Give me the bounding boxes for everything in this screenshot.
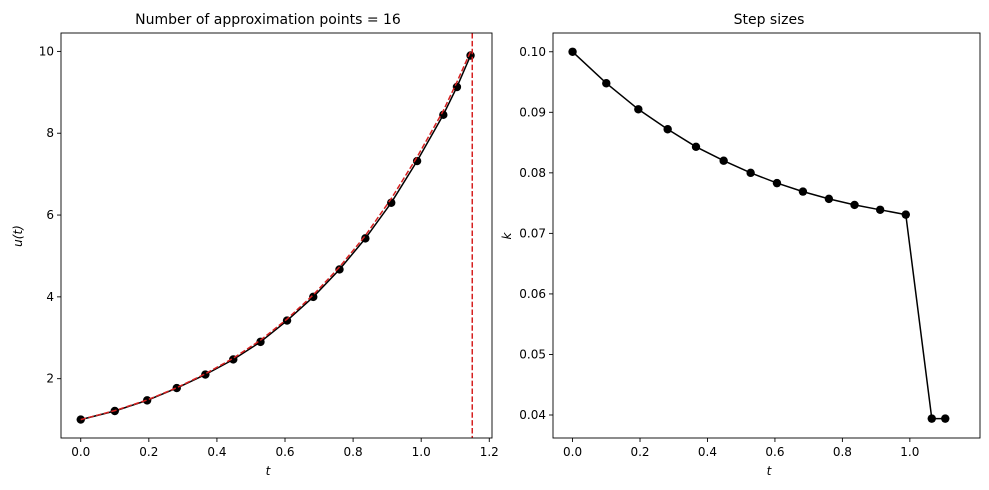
chart-left-x-ticks: 0.0 0.2 0.4 0.6 0.8 1.0 1.2 <box>71 438 499 459</box>
chart-left-data-point <box>439 110 448 120</box>
chart-left-y-tick-label: 4 <box>46 290 54 304</box>
chart-left-x-tick-label: 1.2 <box>480 445 499 459</box>
chart-right: Step sizes 0.0 0.2 0.4 0.6 0.8 1.0 0.040.050.… <box>500 12 981 478</box>
chart-left-x-tick-label: 1.0 <box>412 445 431 459</box>
chart-right-x-tick-label: 0.8 <box>833 445 852 459</box>
chart-left-x-tick-label: 0.0 <box>71 445 90 459</box>
chart-left-data-point <box>361 234 370 243</box>
chart-right-x-ticks: 0.0 0.2 0.4 0.6 0.8 1.0 <box>563 438 919 459</box>
chart-right-x-tick-label: 1.0 <box>900 445 919 459</box>
chart-left-exact-solution-line <box>80 51 472 421</box>
chart-right-data-point <box>663 125 672 134</box>
chart-left-x-tick-label: 0.2 <box>139 445 158 459</box>
chart-right-frame <box>552 32 981 439</box>
chart-left-x-tick-label: 0.8 <box>344 445 363 459</box>
chart-left-frame <box>60 32 493 439</box>
chart-right-title: Step sizes <box>734 12 805 28</box>
chart-right-x-tick-label: 0.0 <box>563 445 582 459</box>
chart-right-data-point <box>927 414 936 423</box>
chart-right-data-point <box>634 105 643 114</box>
chart-right-data-point <box>850 200 859 210</box>
chart-right-y-axis-label: k <box>500 231 514 239</box>
chart-left-y-axis-label: u(t) <box>11 225 25 247</box>
chart-left-title: Number of approximation points = 16 <box>135 12 401 28</box>
chart-right-y-tick-label: 0.09 <box>519 105 546 119</box>
chart-right-data-point <box>798 187 808 196</box>
chart-right-y-tick-label: 0.07 <box>519 226 546 240</box>
chart-right-data-point <box>901 210 910 219</box>
chart-left-y-tick-label: 10 <box>39 44 54 58</box>
chart-left-data-point <box>172 383 181 393</box>
chart-right-data-point <box>746 168 755 178</box>
chart-right-x-tick-label: 0.4 <box>698 445 717 459</box>
chart-left-x-tick-label: 0.4 <box>207 445 226 459</box>
chart-left-y-tick-label: 8 <box>46 126 54 140</box>
chart-left-y-tick-label: 6 <box>46 208 54 222</box>
chart-right-y-ticks: 0.04 0.05 0.06 0.07 0.08 0.09 0.10 <box>519 45 553 422</box>
chart-right-y-tick-label: 0.08 <box>519 166 546 180</box>
chart-left-y-tick-label: 2 <box>46 372 54 386</box>
chart-right-data-point <box>602 79 611 88</box>
chart-left-data-point <box>142 396 152 405</box>
chart-left-data-point <box>309 292 318 302</box>
chart-right-data-point <box>719 156 728 165</box>
chart-right-y-tick-label: 0.04 <box>519 408 546 422</box>
chart-right-y-tick-label: 0.06 <box>519 287 546 301</box>
chart-left-data-point <box>412 156 422 166</box>
chart-right-y-tick-label: 0.10 <box>519 45 546 59</box>
chart-left-data-point <box>256 337 265 347</box>
chart-right-x-tick-label: 0.6 <box>765 445 784 459</box>
chart-left-series-line <box>80 55 472 421</box>
chart-left-y-ticks: 2 4 6 8 10 <box>39 44 61 386</box>
chart-right-data-point <box>772 178 782 188</box>
chart-right-x-tick-label: 0.2 <box>630 445 649 459</box>
chart-left-x-axis-label: t <box>266 464 272 478</box>
chart-right-x-axis-label: t <box>767 464 773 478</box>
chart-left-x-tick-label: 0.6 <box>275 445 294 459</box>
chart-left-data-point <box>282 316 292 325</box>
chart-right-data-point <box>691 142 701 152</box>
chart-right-data-point <box>875 205 885 214</box>
chart-right-data-point <box>941 414 950 423</box>
chart-left-plot-area <box>76 33 475 438</box>
chart-right-plot-area <box>568 47 950 423</box>
chart-right-data-point <box>824 194 834 204</box>
chart-right-data-point <box>568 47 577 56</box>
chart-left: Number of approximation points = 16 0.0 0… <box>11 12 499 478</box>
chart-left-data-point <box>335 265 344 274</box>
chart-right-y-tick-label: 0.05 <box>519 347 546 361</box>
